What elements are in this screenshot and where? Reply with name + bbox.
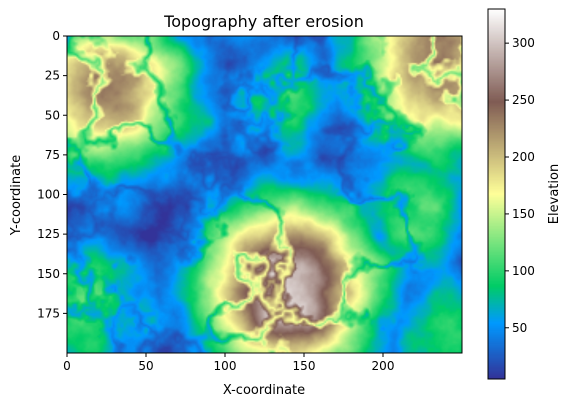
colorbar-tick-label: 50 xyxy=(512,321,527,335)
y-tick-label: 100 xyxy=(37,188,60,202)
colorbar-label: Elevation xyxy=(547,164,562,224)
colorbar-tick-label: 250 xyxy=(512,93,535,107)
y-tick-label: 25 xyxy=(45,69,60,83)
x-axis: 0 50 100 150 200 xyxy=(63,353,394,373)
colorbar-tick-label: 100 xyxy=(512,264,535,278)
y-tick-label: 0 xyxy=(52,29,60,43)
y-axis-label: Y-coordinate xyxy=(9,155,24,236)
colorbar-tick-label: 200 xyxy=(512,150,535,164)
colorbar-tick-label: 300 xyxy=(512,36,535,50)
y-tick-label: 125 xyxy=(37,227,60,241)
y-tick-label: 150 xyxy=(37,267,60,281)
x-axis-label: X-coordinate xyxy=(223,383,305,398)
y-tick-label: 50 xyxy=(45,108,60,122)
x-tick-label: 200 xyxy=(372,359,395,373)
x-tick-label: 150 xyxy=(293,359,316,373)
y-tick-label: 75 xyxy=(45,148,60,162)
colorbar xyxy=(488,9,505,379)
x-tick-label: 0 xyxy=(63,359,71,373)
heatmap-image xyxy=(67,36,462,353)
x-tick-label: 100 xyxy=(214,359,237,373)
chart-title: Topography after erosion xyxy=(163,12,364,31)
y-axis: 0 25 50 75 100 125 150 175 xyxy=(37,29,67,320)
colorbar-axis: 50 100 150 200 250 300 xyxy=(505,36,535,335)
x-tick-label: 50 xyxy=(138,359,153,373)
y-tick-label: 175 xyxy=(37,306,60,320)
colorbar-tick-label: 150 xyxy=(512,207,535,221)
